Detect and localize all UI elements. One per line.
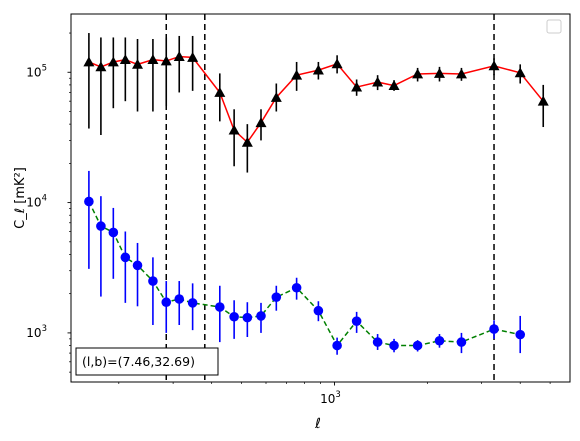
annotation-text: (l,b)=(7.46,32.69): [82, 354, 195, 369]
data-point: [228, 124, 240, 135]
data-point: [119, 54, 131, 65]
data-point: [83, 56, 95, 67]
data-point: [489, 324, 499, 334]
data-point: [132, 58, 144, 69]
data-point: [313, 305, 324, 316]
plot-area: [83, 14, 549, 382]
annotation-box: (l,b)=(7.46,32.69): [75, 347, 219, 376]
data-point: [255, 117, 267, 128]
data-point: [84, 196, 94, 207]
data-point: [132, 260, 143, 271]
data-point: [488, 60, 500, 71]
y-axis-label-text: C_ℓ [mK²]: [13, 167, 28, 229]
data-point: [187, 51, 199, 62]
data-point: [147, 54, 159, 65]
data-point: [256, 311, 266, 321]
data-point: [456, 337, 467, 347]
data-point: [455, 68, 467, 79]
data-point: [291, 282, 302, 293]
plot-clip-group: [83, 14, 549, 382]
data-point: [434, 335, 445, 346]
data-point: [389, 340, 399, 351]
data-point: [433, 67, 445, 78]
data-point: [187, 298, 198, 308]
data-point: [173, 51, 185, 61]
data-point: [107, 56, 119, 67]
data-point: [332, 340, 342, 351]
data-point: [412, 68, 424, 79]
data-point: [229, 311, 239, 322]
data-point: [120, 252, 131, 263]
data-point: [351, 81, 363, 92]
data-point: [537, 95, 549, 106]
data-point: [412, 340, 423, 351]
data-point: [515, 329, 526, 340]
x-axis-label: ℓ: [314, 416, 321, 432]
data-point: [312, 64, 324, 75]
data-point: [372, 337, 383, 347]
data-point: [214, 302, 225, 312]
data-point: [270, 92, 282, 102]
data-point: [351, 316, 362, 326]
data-point: [148, 276, 158, 286]
data-point: [95, 61, 107, 72]
data-point: [108, 227, 119, 238]
data-point: [241, 136, 253, 147]
data-point: [271, 292, 282, 302]
data-point: [174, 294, 185, 304]
data-point: [242, 312, 253, 323]
data-point: [514, 67, 526, 78]
data-point: [291, 69, 303, 80]
data-point: [96, 221, 106, 231]
data-point: [331, 58, 343, 69]
y-axis-label: C_ℓ [mK²]: [13, 167, 28, 229]
legend-box: [546, 19, 562, 34]
data-point: [214, 86, 226, 97]
data-point: [161, 297, 172, 308]
data-point: [160, 55, 172, 66]
data-point: [388, 80, 400, 91]
data-point: [372, 76, 384, 87]
